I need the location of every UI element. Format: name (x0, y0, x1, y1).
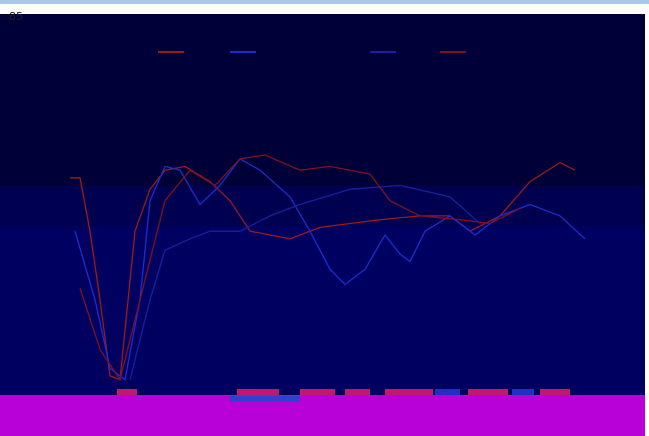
block (512, 389, 534, 395)
bottom-band (0, 395, 645, 436)
series-line (129, 184, 481, 380)
block (237, 389, 279, 395)
block (230, 396, 300, 402)
plot-band (0, 186, 645, 226)
block (385, 389, 433, 395)
plot-top (0, 14, 645, 186)
block (300, 389, 335, 395)
block (540, 389, 570, 395)
block (468, 389, 508, 395)
chart-title: 85 (9, 10, 23, 23)
block (345, 389, 370, 395)
block (117, 389, 137, 395)
series-line (74, 157, 586, 381)
series-line (79, 154, 521, 382)
top-bar (0, 0, 649, 4)
block (435, 389, 460, 395)
